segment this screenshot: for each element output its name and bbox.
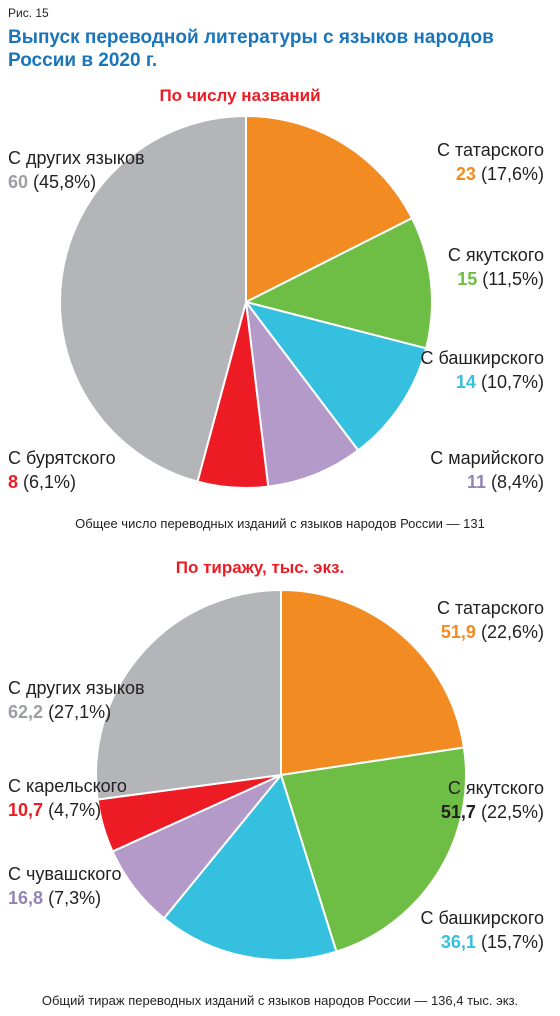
value-bashkir-1: 14	[455, 372, 476, 392]
chart-2-title: По тиражу, тыс. экз.	[175, 558, 345, 577]
label-karelian-2: С карельского 10,7 (4,7%)	[8, 776, 127, 820]
label-tatar-2: С татарского 51,9 (22,6%)	[437, 598, 544, 642]
pie-slice-yakut	[279, 746, 467, 953]
label-bashkir-1: С башкирского 14 (10,7%)	[420, 348, 544, 392]
value-mari-1: 11	[466, 472, 486, 492]
value-chuvash-2: 16,8	[8, 888, 44, 908]
total-note-2: Общий тираж переводных изданий с языков …	[41, 993, 519, 1008]
value-other-1: 60	[8, 172, 29, 192]
value-yakut-1: 15	[457, 269, 478, 289]
value-karelian-2: 10,7	[8, 800, 44, 820]
label-other-2: С других языков 62,2 (27,1%)	[8, 678, 145, 722]
pie-slice-other	[95, 588, 282, 801]
label-yakut-2: С якутского 51,7 (22,5%)	[440, 778, 544, 822]
label-mari-1: С марийского 11 (8,4%)	[430, 448, 544, 492]
value-tatar-1: 23	[455, 164, 476, 184]
total-note-1: Общее число переводных изданий с языков …	[75, 516, 485, 531]
chart-1-title: По числу названий	[159, 86, 321, 105]
value-buryat-1: 8	[8, 472, 19, 492]
pie-slice-yakut	[243, 216, 433, 350]
label-chuvash-2: С чувашского 16,8 (7,3%)	[8, 864, 122, 908]
pie-slice-bashkir	[162, 772, 338, 961]
pie-chart-titles	[58, 114, 433, 489]
label-yakut-1: С якутского 15 (11,5%)	[447, 245, 544, 289]
figure-title: Выпуск переводной литературы с языков на…	[8, 27, 494, 71]
pie-slice-other	[58, 114, 247, 483]
value-tatar-2: 51,9	[440, 622, 476, 642]
pie-slice-mari	[244, 298, 360, 488]
label-other-1: С других языков 60 (45,8%)	[8, 148, 145, 192]
pie-slice-tatar	[245, 114, 414, 304]
pie-slice-tatar	[280, 588, 466, 777]
value-yakut-2: 51,7	[440, 802, 476, 822]
label-bashkir-2: С башкирского 36,1 (15,7%)	[420, 908, 544, 952]
pie-slice-bashkir	[243, 300, 428, 452]
label-tatar-1: С татарского 23 (17,6%)	[437, 140, 544, 184]
value-bashkir-2: 36,1	[440, 932, 476, 952]
value-other-2: 62,2	[8, 702, 44, 722]
figure-label: Рис. 15	[8, 6, 49, 20]
label-buryat-1: С бурятского 8 (6,1%)	[8, 448, 116, 492]
